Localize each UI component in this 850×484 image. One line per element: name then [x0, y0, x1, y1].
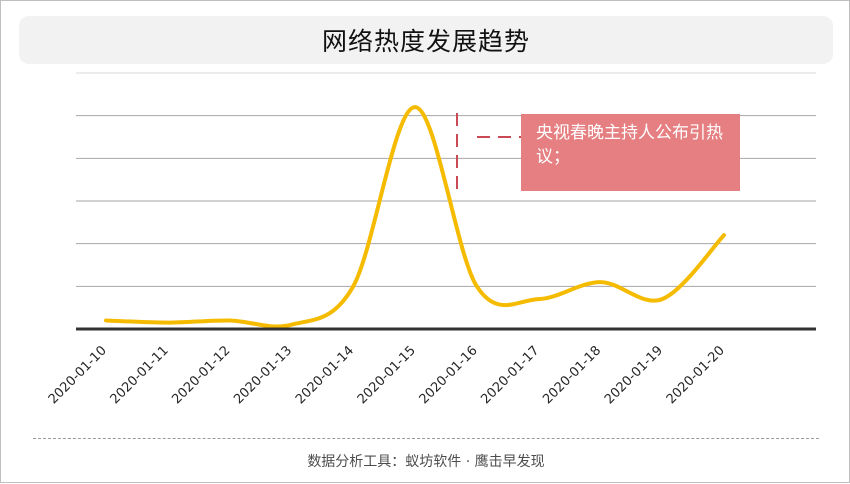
x-tick-label: 2020-01-14 [293, 343, 357, 407]
x-tick-labels: 2020-01-102020-01-112020-01-122020-01-13… [46, 343, 728, 407]
chart-title: 网络热度发展趋势 [321, 27, 530, 56]
footer-divider [33, 438, 819, 439]
footer-source: 数据分析工具：蚁坊软件 · 鹰击早发现 [307, 454, 545, 470]
x-tick-label: 2020-01-11 [108, 343, 172, 407]
x-tick-label: 2020-01-16 [417, 343, 481, 407]
title-bar: 网络热度发展趋势 [19, 16, 833, 64]
heat-trend-line [104, 105, 726, 329]
x-tick-label: 2020-01-18 [540, 343, 604, 407]
x-tick-label: 2020-01-10 [46, 343, 110, 407]
x-tick-label: 2020-01-19 [602, 343, 666, 407]
annotation-marker [456, 113, 521, 191]
x-tick-label: 2020-01-17 [478, 343, 542, 407]
x-tick-label: 2020-01-13 [231, 343, 295, 407]
x-tick-label: 2020-01-15 [355, 343, 419, 407]
x-tick-label: 2020-01-12 [169, 343, 233, 407]
x-tick-label: 2020-01-20 [664, 343, 728, 407]
annotation-box: 央视春晚主持人公布引热议； [521, 114, 740, 191]
